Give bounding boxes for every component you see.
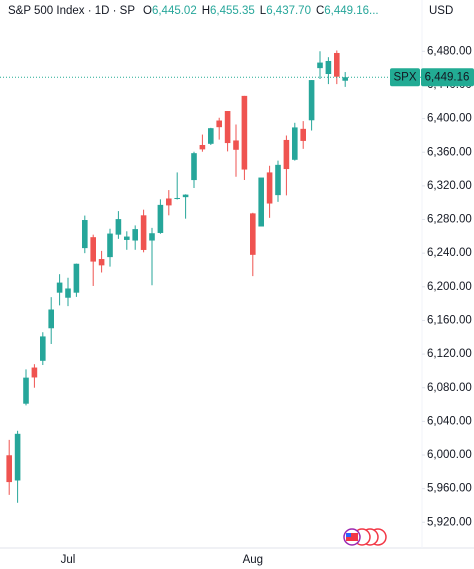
candle-body bbox=[132, 229, 138, 241]
candle-body bbox=[334, 52, 340, 77]
candle-body bbox=[140, 215, 147, 250]
price-name-box bbox=[390, 68, 420, 87]
candle-body bbox=[308, 80, 315, 121]
legend-text: S&P 500 Index · 1D · SP O6,445.02 H6,455.3… bbox=[8, 5, 379, 17]
y-tick-label: 6,160.00 bbox=[427, 314, 472, 326]
candle-body bbox=[258, 177, 264, 227]
ohlc-value: 6,437.70 bbox=[266, 5, 311, 17]
ohlc-key: C bbox=[316, 5, 324, 17]
candle-body bbox=[157, 204, 164, 233]
candle-body bbox=[325, 60, 332, 75]
x-tick-label: Aug bbox=[243, 554, 263, 566]
y-tick-label: 6,120.00 bbox=[427, 348, 472, 360]
candle-body bbox=[31, 367, 38, 378]
candle-body bbox=[14, 433, 21, 481]
candle-body bbox=[73, 263, 80, 293]
candle-body bbox=[241, 95, 248, 170]
price-label-box bbox=[421, 68, 474, 87]
candle-body bbox=[250, 213, 256, 255]
candle-body bbox=[56, 282, 63, 293]
candle-body bbox=[266, 172, 273, 204]
ohlc-key: H bbox=[202, 5, 210, 17]
candle-body bbox=[40, 336, 46, 361]
candle-body bbox=[208, 128, 214, 144]
candle-body bbox=[283, 139, 290, 170]
candle-body bbox=[149, 233, 155, 241]
y-tick-label: 6,360.00 bbox=[427, 146, 472, 158]
candle-body bbox=[90, 237, 96, 262]
candle-body bbox=[124, 236, 130, 240]
ohlc-value: 6,455.35 bbox=[210, 5, 255, 17]
flag bbox=[346, 533, 358, 541]
candle-body bbox=[199, 144, 206, 150]
y-tick-label: 6,280.00 bbox=[427, 214, 472, 226]
price-label: 6,449.16 bbox=[425, 71, 470, 83]
candle-body bbox=[107, 233, 113, 258]
y-tick-label: 6,200.00 bbox=[427, 281, 472, 293]
candle-body bbox=[182, 194, 189, 198]
candle-body bbox=[317, 62, 323, 69]
candle-body bbox=[23, 377, 29, 404]
ohlc-key: O bbox=[143, 5, 152, 17]
candle-body bbox=[98, 259, 105, 266]
ohlc-value: 6,445.02 bbox=[152, 5, 197, 17]
candle-body bbox=[174, 197, 180, 199]
y-tick-label: 6,480.00 bbox=[427, 45, 472, 57]
candle-body bbox=[166, 198, 172, 206]
plot: 5,920.00 5,960.00 6,000.00 6,040.00 6,080.00… bbox=[0, 45, 474, 566]
candle-body bbox=[82, 220, 88, 249]
candle-body bbox=[300, 128, 306, 141]
y-tick-label: 6,240.00 bbox=[427, 247, 472, 259]
candle-body bbox=[65, 288, 71, 298]
y-tick-label: 6,080.00 bbox=[427, 382, 472, 394]
candle-body bbox=[233, 140, 239, 150]
candle-body bbox=[224, 111, 231, 144]
candle-body bbox=[191, 153, 197, 181]
candle-body bbox=[275, 164, 281, 196]
y-tick-label: 6,040.00 bbox=[427, 415, 472, 427]
event-icons bbox=[343, 528, 387, 546]
candle-body bbox=[6, 455, 12, 483]
symbol: S&P 500 Index · 1D · SP bbox=[8, 5, 135, 17]
y-tick-label: 6,400.00 bbox=[427, 113, 472, 125]
candle-body bbox=[216, 120, 222, 128]
flag bbox=[346, 533, 351, 537]
x-tick-label: Jul bbox=[61, 554, 76, 566]
ohlc-key: L bbox=[260, 5, 267, 17]
y-tick-label: 6,320.00 bbox=[427, 180, 472, 192]
candle-body bbox=[115, 219, 122, 235]
currency: USD bbox=[429, 5, 453, 17]
candle-body bbox=[292, 127, 298, 160]
candle-body bbox=[342, 77, 348, 81]
ohlc-value: 6,449.16... bbox=[324, 5, 378, 17]
price-name: SPX bbox=[393, 71, 416, 83]
y-tick-label: 5,960.00 bbox=[427, 483, 472, 495]
header: S&P 500 Index · 1D · SP O6,445.02 H6,455.3… bbox=[8, 5, 453, 17]
candle-body bbox=[48, 309, 54, 329]
y-tick-label: 5,920.00 bbox=[427, 516, 472, 528]
y-tick-label: 6,000.00 bbox=[427, 449, 472, 461]
